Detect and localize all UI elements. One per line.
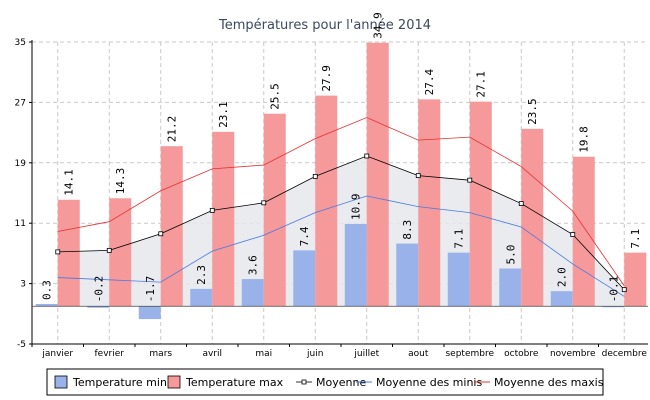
legend-label-temperature-max: Temperature max — [185, 376, 284, 389]
chart-title: Températures pour l'année 2014 — [218, 18, 431, 33]
legend-label-moyenne: Moyenne — [316, 376, 366, 389]
y-tick-label: -5 — [17, 340, 26, 350]
legend-frame — [46, 368, 604, 396]
bar-min-decembre — [602, 306, 625, 308]
bar-min-octobre — [499, 268, 522, 307]
y-tick-label: 3 — [20, 280, 26, 290]
moyenne-markers — [55, 153, 627, 293]
label-min-juillet: 10.9 — [350, 193, 363, 220]
bar-min-janvier — [35, 303, 58, 307]
label-max-juillet: 34.9 — [372, 12, 385, 39]
label-max-fevrier: 14.3 — [114, 168, 127, 195]
bar-min-novembre — [550, 291, 573, 307]
bar-max-novembre — [572, 156, 595, 307]
y-tick-label: 27 — [15, 98, 26, 108]
label-max-mars: 21.2 — [166, 116, 179, 143]
y-tick-label: 35 — [15, 38, 26, 48]
line-moyenne-des-minis — [57, 195, 625, 297]
bar-max-septembre — [469, 101, 492, 307]
legend-swatch-temperature-max — [167, 375, 181, 389]
y-tick-label: 19 — [15, 159, 27, 169]
legend-label-moyenne-des-maxis: Moyenne des maxis — [494, 376, 604, 389]
bar-max-avril — [212, 131, 235, 307]
label-min-septembre: 7.1 — [453, 229, 466, 249]
marker-moyenne-aout — [415, 173, 421, 179]
bar-min-juin — [293, 250, 316, 307]
x-tick-label-octobre: octobre — [504, 349, 539, 359]
x-tick-label-juillet: juillet — [353, 349, 379, 359]
label-min-aout: 8.3 — [401, 220, 414, 240]
y-tick-label: 11 — [15, 219, 26, 229]
bar-max-mars — [160, 146, 183, 307]
marker-moyenne-avril — [209, 207, 215, 213]
axes: -5 3 11 19 27 35 janvier fevrier mars avril mai jui… — [15, 38, 648, 359]
bar-min-avril — [190, 288, 213, 307]
bar-min-juillet — [344, 223, 367, 307]
legend-marker-moyenne — [301, 379, 307, 385]
label-max-decembre: 7.1 — [629, 229, 642, 249]
x-tick-label-avril: avril — [202, 349, 222, 359]
line-moyenne — [57, 155, 625, 290]
bar-min-septembre — [447, 252, 470, 307]
x-tick-label-mai: mai — [255, 349, 272, 359]
bar-max-fevrier — [109, 198, 132, 307]
line-moyenne-des-maxis — [57, 117, 625, 287]
label-min-mars: -1.7 — [144, 276, 157, 303]
x-tick-label-aout: aout — [408, 349, 429, 359]
legend: Temperature min Temperature max Moyenne Moy… — [46, 368, 604, 396]
marker-moyenne-janvier — [55, 249, 61, 255]
marker-moyenne-mars — [158, 231, 164, 237]
label-min-fevrier: -0.2 — [92, 276, 105, 303]
series-lines — [57, 117, 625, 297]
x-tick-label-septembre: septembre — [445, 349, 494, 359]
label-max-mai: 25.5 — [269, 83, 282, 110]
x-tick-label-novembre: novembre — [550, 349, 596, 359]
x-tick-label-fevrier: fevrier — [95, 349, 125, 359]
legend-label-temperature-min: Temperature min — [72, 376, 167, 389]
x-tick-label-decembre: decembre — [602, 349, 648, 359]
bar-min-mars — [138, 306, 161, 320]
bars-temperature-min — [35, 223, 625, 320]
label-min-decembre: -0.1 — [607, 276, 620, 303]
bars-temperature-max — [57, 42, 647, 307]
label-min-novembre: 2.0 — [556, 267, 569, 287]
label-max-juin: 27.9 — [320, 65, 333, 92]
bar-min-aout — [396, 243, 419, 307]
marker-moyenne-septembre — [467, 177, 473, 183]
label-max-aout: 27.4 — [423, 69, 436, 96]
label-min-mai: 3.6 — [247, 255, 260, 275]
label-min-octobre: 5.0 — [504, 245, 517, 265]
bar-max-juin — [315, 95, 338, 307]
bar-max-decembre — [624, 252, 647, 307]
legend-swatch-temperature-min — [54, 375, 68, 389]
bar-max-juillet — [366, 42, 389, 307]
label-max-octobre: 23.5 — [526, 98, 539, 125]
label-max-novembre: 19.8 — [578, 126, 591, 153]
bar-min-fevrier — [87, 306, 110, 308]
label-max-septembre: 27.1 — [475, 71, 488, 98]
marker-moyenne-decembre — [621, 287, 627, 293]
marker-moyenne-mai — [261, 200, 267, 206]
label-min-avril: 2.3 — [195, 265, 208, 285]
bar-max-janvier — [57, 199, 80, 307]
marker-moyenne-juillet — [364, 153, 370, 159]
legend-label-moyenne-des-minis: Moyenne des minis — [376, 376, 482, 389]
marker-moyenne-fevrier — [106, 247, 112, 253]
marker-moyenne-octobre — [518, 201, 524, 206]
data-labels: 0.3 14.1 -0.2 14.3 -1.7 21.2 2.3 23.1 3.6 25.5 7.4… — [41, 12, 643, 302]
x-tick-label-juin: juin — [306, 349, 323, 359]
x-tick-label-mars: mars — [149, 349, 172, 359]
x-tick-label-janvier: janvier — [41, 349, 73, 359]
label-min-juin: 7.4 — [298, 226, 311, 246]
bar-max-octobre — [521, 128, 544, 307]
marker-moyenne-novembre — [570, 232, 576, 237]
bar-max-mai — [263, 113, 286, 307]
label-min-janvier: 0.3 — [41, 280, 54, 300]
label-max-janvier: 14.1 — [63, 169, 76, 196]
bar-max-aout — [418, 99, 441, 307]
bar-min-mai — [241, 279, 264, 307]
marker-moyenne-juin — [312, 173, 318, 179]
label-max-avril: 23.1 — [217, 101, 230, 128]
